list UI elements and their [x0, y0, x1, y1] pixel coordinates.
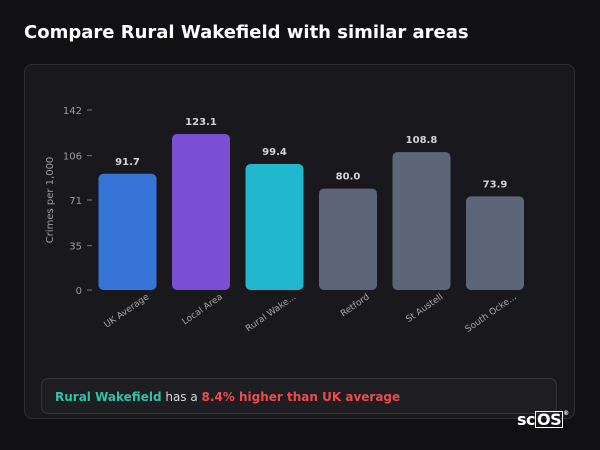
- y-tick-label: 106: [63, 152, 82, 163]
- y-axis-label: Crimes per 1,000: [45, 157, 56, 244]
- bar[interactable]: [98, 173, 157, 290]
- y-tick-label: 35: [69, 242, 82, 253]
- x-tick-label: Retford: [339, 292, 372, 319]
- scos-logo: sc OS ®: [517, 410, 569, 429]
- y-tick-label: 142: [63, 106, 82, 117]
- x-tick-label: Local Area: [181, 292, 225, 327]
- x-tick-label: Rural Wake...: [244, 292, 298, 334]
- bar[interactable]: [392, 152, 451, 290]
- area-name: Rural Wakefield: [55, 390, 162, 404]
- bar-value-label: 108.8: [406, 135, 438, 146]
- y-tick-label: 71: [69, 196, 82, 207]
- bar-value-label: 73.9: [483, 179, 508, 190]
- callout-text: has a: [161, 390, 202, 404]
- x-tick-label: UK Average: [103, 292, 152, 330]
- y-tick-label: 0: [76, 286, 82, 297]
- bar-value-label: 80.0: [336, 172, 361, 183]
- x-tick-label: South Ocke...: [464, 292, 519, 335]
- x-tick-label: St Austell: [404, 292, 445, 325]
- page-title: Compare Rural Wakefield with similar are…: [24, 22, 469, 43]
- difference-text: 8.4% higher than UK average: [201, 390, 401, 404]
- bar-value-label: 91.7: [115, 157, 140, 168]
- comparison-callout: Rural Wakefield has a 8.4% higher than U…: [41, 378, 557, 414]
- bar[interactable]: [319, 188, 377, 290]
- bar[interactable]: [466, 196, 524, 290]
- bar-value-label: 123.1: [185, 117, 217, 128]
- bar[interactable]: [172, 133, 230, 290]
- bar[interactable]: [245, 164, 304, 290]
- bar-value-label: 99.4: [262, 147, 287, 158]
